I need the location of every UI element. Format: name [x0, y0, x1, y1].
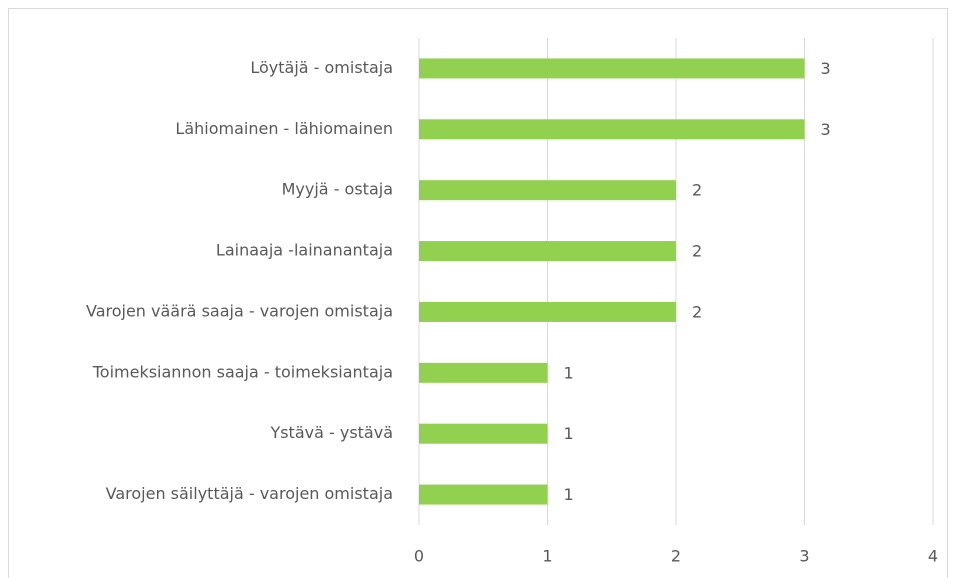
data-label: 3: [821, 120, 831, 139]
bar: [419, 180, 676, 201]
data-label: 1: [564, 424, 574, 443]
chart-border: [8, 8, 948, 578]
data-label: 2: [692, 181, 702, 200]
y-tick-label: Varojen väärä saaja - varojen omistaja: [86, 301, 393, 320]
bar: [419, 241, 676, 262]
x-tick-label: 4: [928, 547, 938, 566]
y-tick-label: Varojen säilyttäjä - varojen omistaja: [106, 484, 393, 503]
x-tick-label: 0: [414, 547, 424, 566]
bar: [419, 362, 548, 383]
bar: [419, 484, 548, 505]
bar: [419, 58, 805, 79]
data-label: 2: [692, 242, 702, 261]
data-label: 2: [692, 302, 702, 321]
y-tick-label: Löytäjä - omistaja: [250, 58, 393, 77]
data-label: 1: [564, 363, 574, 382]
y-tick-label: Toimeksiannon saaja - toimeksiantaja: [92, 362, 393, 381]
x-tick-label: 2: [671, 547, 681, 566]
x-tick-label: 1: [542, 547, 552, 566]
x-tick-label: 3: [799, 547, 809, 566]
data-label: 1: [564, 485, 574, 504]
bar: [419, 301, 676, 322]
bar: [419, 423, 548, 444]
y-tick-label: Lähiomainen - lähiomainen: [175, 119, 393, 138]
bar: [419, 119, 805, 140]
y-tick-label: Myyjä - ostaja: [282, 180, 393, 199]
data-label: 3: [821, 59, 831, 78]
y-tick-label: Lainaaja -lainanantaja: [216, 241, 393, 260]
y-tick-label: Ystävä - ystävä: [269, 423, 393, 442]
